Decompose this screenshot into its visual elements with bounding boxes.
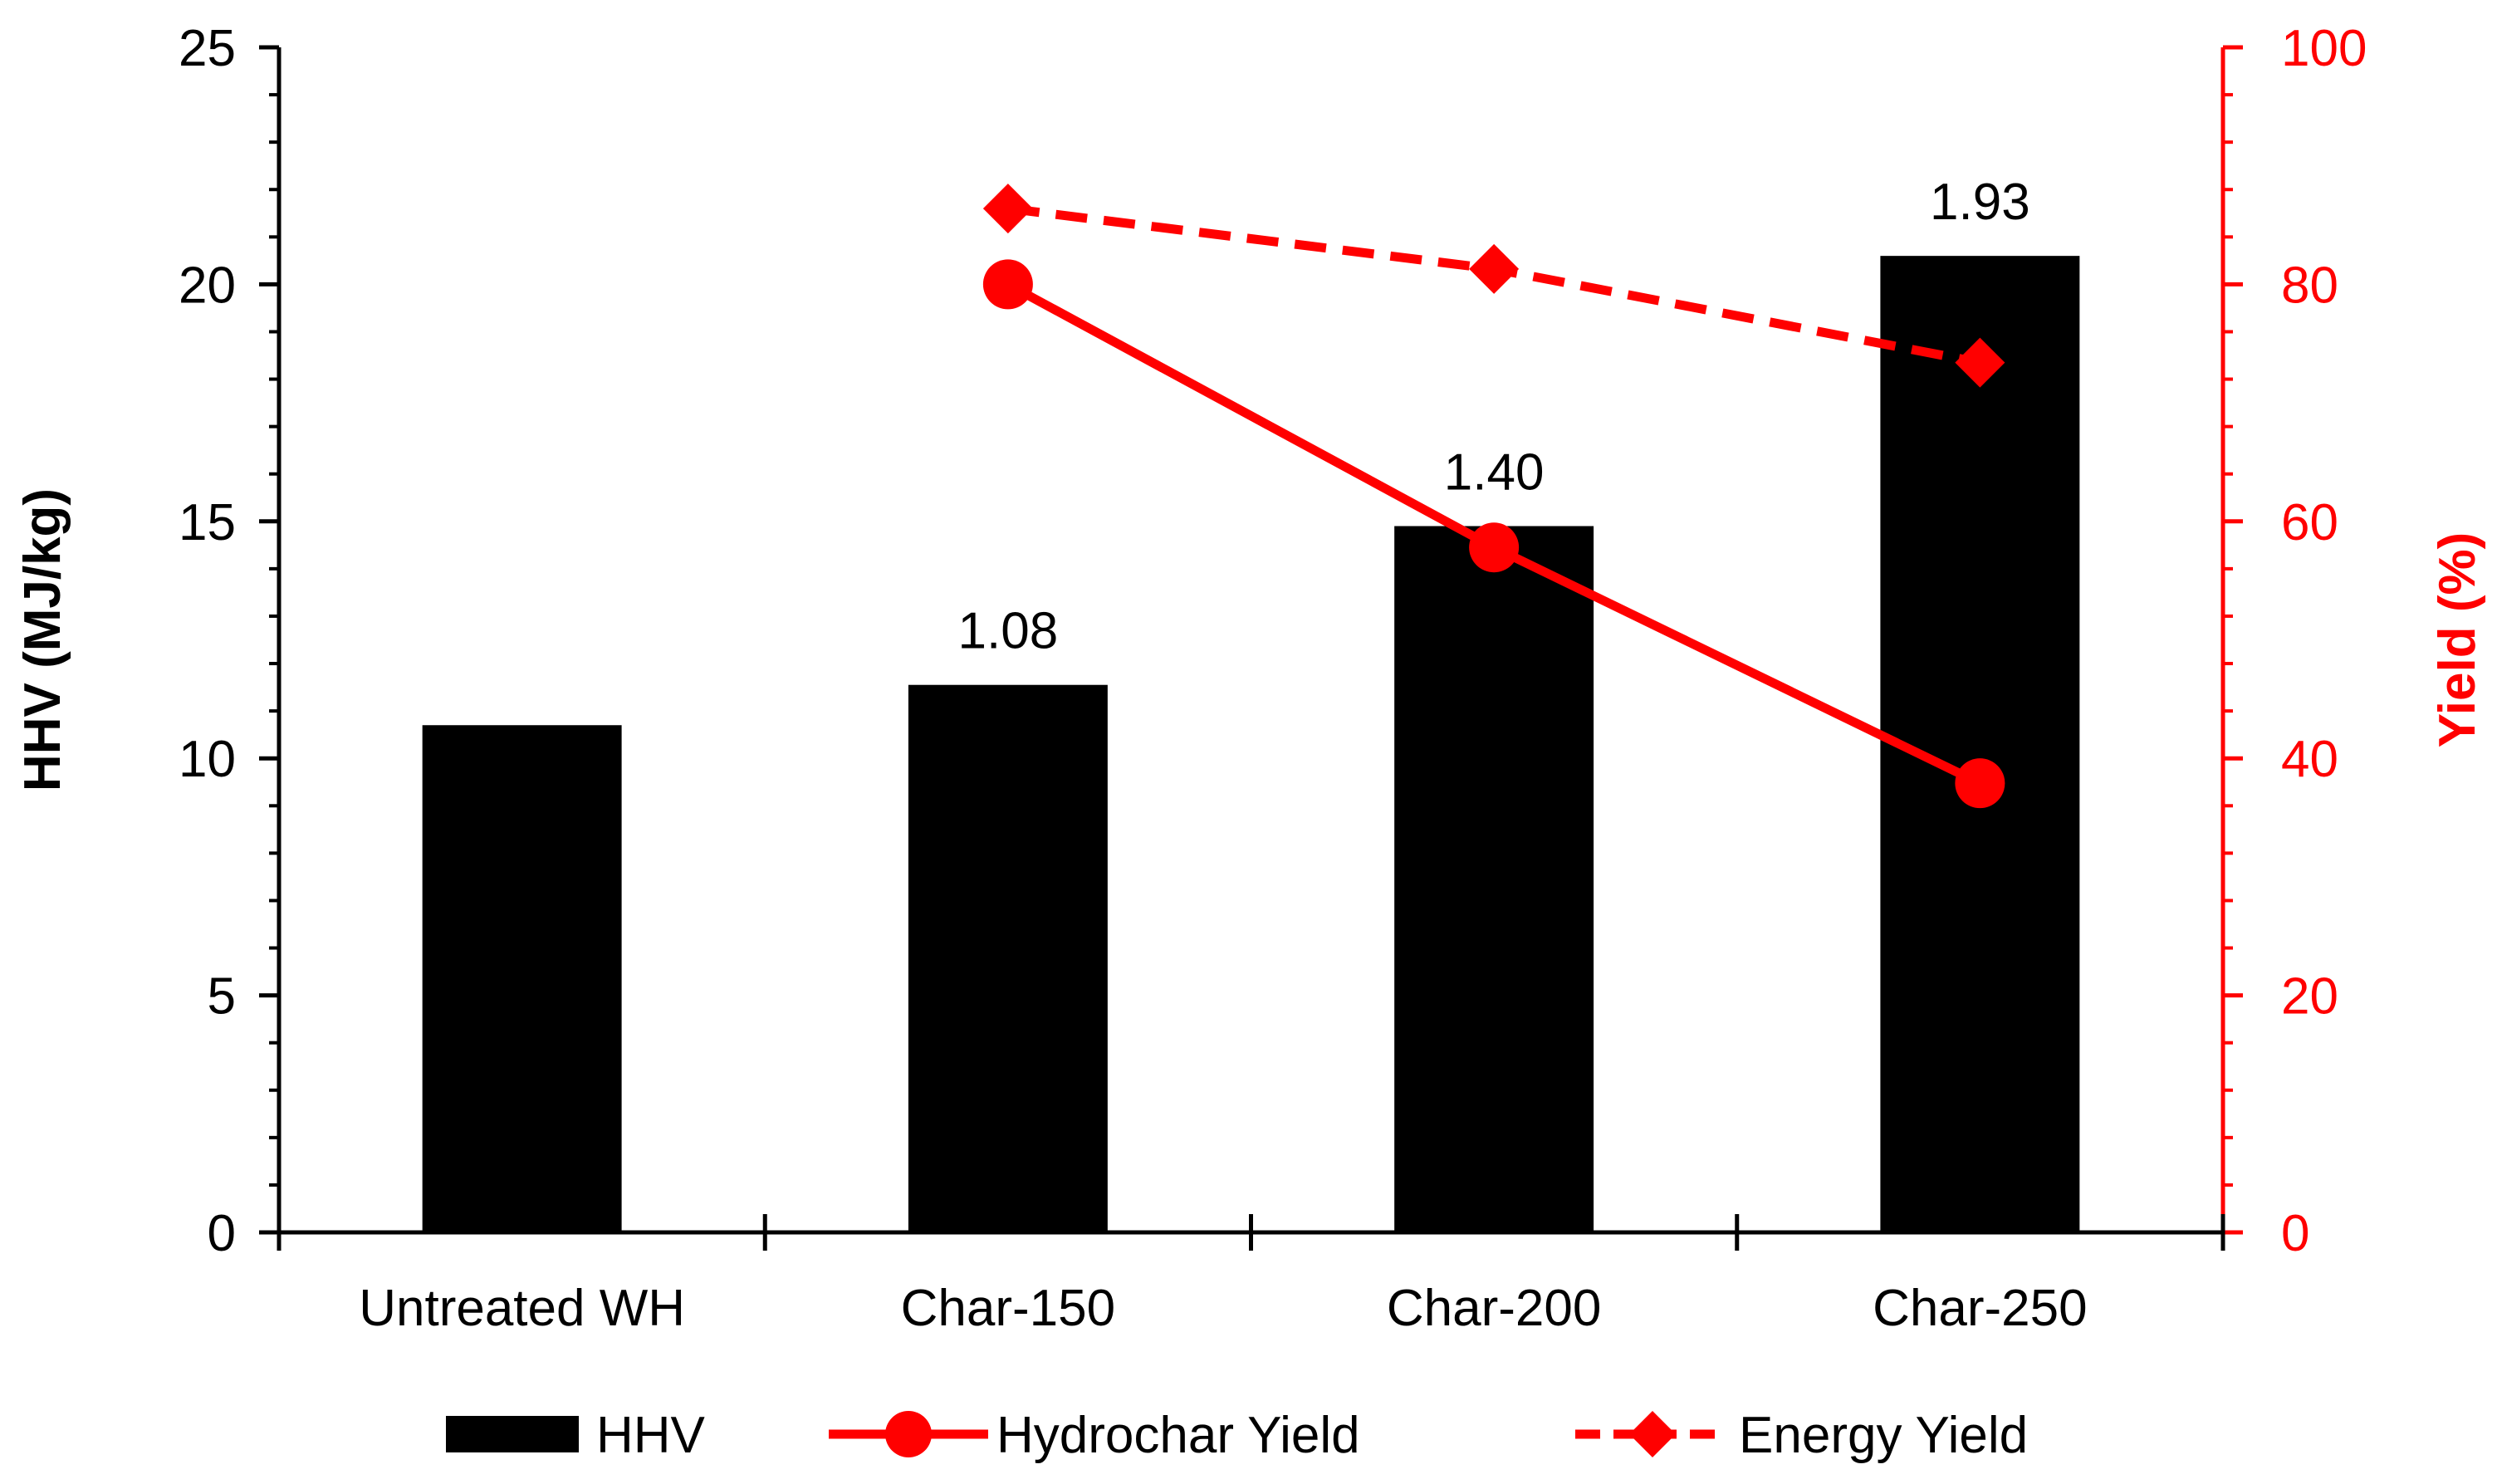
x-tick-label-4: Char-250 — [1873, 1280, 2087, 1337]
y2-tick-label-60: 60 — [2281, 494, 2338, 551]
bar-data-label-3: 1.40 — [1444, 444, 1545, 502]
legend-swatch-hhv — [446, 1416, 579, 1452]
hydrochar-yield-point-4 — [1955, 758, 2005, 809]
bar-data-label-4: 1.93 — [1930, 174, 2030, 231]
y2-tick-label-80: 80 — [2281, 257, 2338, 314]
legend-label-energy-yield: Energy Yield — [1739, 1407, 2028, 1464]
y2-tick-label-0: 0 — [2281, 1205, 2309, 1262]
bar-2 — [908, 684, 1108, 1232]
bar-data-label-2: 1.08 — [958, 603, 1059, 660]
legend-marker-energy-yield — [1629, 1411, 1676, 1457]
legend-label-hydrochar-yield: Hydrochar Yield — [996, 1407, 1360, 1464]
energy-yield-point-4 — [1955, 337, 2005, 388]
axes-layer: 0 5 10 15 20 25 0 20 40 60 80 100 Untreated WH Char-1… — [14, 20, 2486, 1337]
x-tick-label-1: Untreated WH — [359, 1280, 685, 1337]
legend-label-hhv: HHV — [596, 1407, 706, 1464]
y-tick-label-25: 25 — [179, 20, 236, 77]
y2-axis-title: Yield (%) — [2429, 532, 2486, 748]
y-tick-label-0: 0 — [208, 1205, 236, 1262]
bars-layer — [422, 256, 2080, 1233]
legend-layer: HHV Hydrochar Yield Energy Yield — [446, 1407, 2028, 1464]
y-tick-label-5: 5 — [208, 968, 236, 1026]
y-tick-label-20: 20 — [179, 257, 236, 314]
y-tick-label-10: 10 — [179, 731, 236, 788]
legend-marker-hydrochar-yield — [885, 1411, 932, 1457]
bar-4 — [1880, 256, 2080, 1233]
y-axis-title: HHV (MJ/kg) — [14, 488, 71, 791]
hydrochar-yield-point-2 — [982, 259, 1033, 310]
y2-tick-label-20: 20 — [2281, 968, 2338, 1026]
x-tick-label-3: Char-200 — [1387, 1280, 1601, 1337]
bar-labels-layer: 1.08 1.40 1.93 — [958, 174, 2030, 660]
y2-tick-label-100: 100 — [2281, 20, 2367, 77]
bar-3 — [1394, 526, 1594, 1232]
y2-tick-label-40: 40 — [2281, 731, 2338, 788]
energy-yield-point-3 — [1469, 243, 1520, 294]
bar-1 — [422, 725, 622, 1232]
hydrochar-yield-point-3 — [1469, 522, 1520, 573]
x-tick-label-2: Char-150 — [901, 1280, 1115, 1337]
energy-yield-point-2 — [982, 184, 1033, 234]
lines-layer — [982, 184, 2005, 809]
y-tick-label-15: 15 — [179, 494, 236, 551]
